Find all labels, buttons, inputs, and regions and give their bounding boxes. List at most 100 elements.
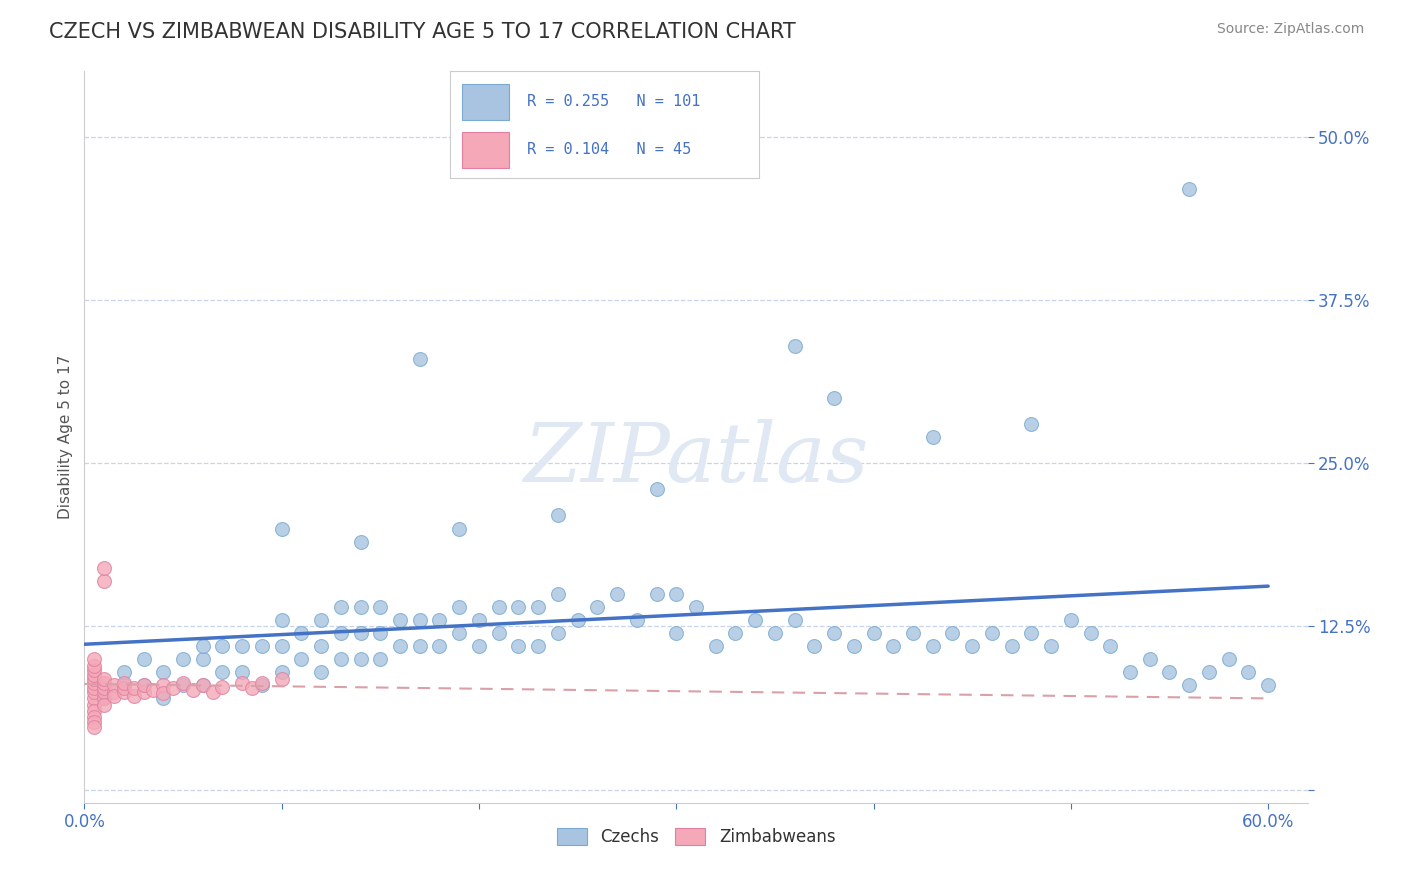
Point [941,626,963,640]
Point [744,613,766,627]
Point [83,698,105,712]
Point [231,639,253,653]
Point [211,665,233,680]
Text: R = 0.104   N = 45: R = 0.104 N = 45 [527,142,692,157]
Point [132,678,155,692]
Point [508,599,530,614]
Point [231,675,253,690]
Point [763,626,786,640]
Point [980,626,1002,640]
Point [231,665,253,680]
Point [83,705,105,719]
Point [527,599,550,614]
Point [142,683,165,698]
Point [191,652,214,666]
Point [1198,665,1220,680]
Point [429,613,451,627]
Point [606,587,628,601]
Point [1178,678,1201,692]
Point [201,685,224,699]
Point [1139,652,1161,666]
Point [882,639,904,653]
Point [368,599,391,614]
Point [368,652,391,666]
Point [112,681,135,695]
Point [1021,417,1043,431]
Point [547,626,569,640]
Point [93,691,115,706]
Point [527,639,550,653]
Point [83,709,105,723]
Point [83,672,105,686]
Point [132,685,155,699]
Point [1001,639,1024,653]
Point [240,681,263,695]
Point [409,351,432,366]
Point [172,652,194,666]
FancyBboxPatch shape [463,132,509,168]
Point [329,599,352,614]
Point [645,483,668,497]
Point [83,685,105,699]
Text: ZIPatlas: ZIPatlas [523,419,869,499]
Point [685,599,707,614]
Point [83,658,105,673]
Point [83,681,105,695]
Text: Source: ZipAtlas.com: Source: ZipAtlas.com [1216,22,1364,37]
Point [112,665,135,680]
Point [132,652,155,666]
Point [309,639,332,653]
Point [1257,678,1279,692]
Point [112,675,135,690]
Point [250,678,273,692]
Point [103,685,125,699]
Point [724,626,747,640]
Text: CZECH VS ZIMBABWEAN DISABILITY AGE 5 TO 17 CORRELATION CHART: CZECH VS ZIMBABWEAN DISABILITY AGE 5 TO … [49,22,796,42]
Point [665,626,688,640]
Point [468,639,491,653]
Y-axis label: Disability Age 5 to 17: Disability Age 5 to 17 [58,355,73,519]
Point [191,678,214,692]
Point [270,639,292,653]
Point [389,639,412,653]
Point [349,626,371,640]
Point [93,560,115,574]
Point [329,652,352,666]
Point [1237,665,1260,680]
Point [122,681,145,695]
Point [449,521,471,535]
Point [103,678,125,692]
Point [823,391,845,405]
Point [83,720,105,734]
Point [449,599,471,614]
Point [960,639,983,653]
Point [409,639,432,653]
Point [901,626,924,640]
Point [488,599,510,614]
Point [132,678,155,692]
Point [250,639,273,653]
Point [83,652,105,666]
Point [309,665,332,680]
Point [93,691,115,706]
Point [349,599,371,614]
Point [83,691,105,706]
Point [93,675,115,690]
Point [112,678,135,692]
Point [368,626,391,640]
Point [211,639,233,653]
Point [93,574,115,588]
Point [112,685,135,699]
Point [803,639,825,653]
Point [783,613,806,627]
Point [921,639,943,653]
Point [468,613,491,627]
Point [93,681,115,695]
Point [83,714,105,729]
Point [250,675,273,690]
Point [1021,626,1043,640]
Point [862,626,884,640]
Point [191,678,214,692]
Point [290,652,312,666]
Point [1080,626,1102,640]
